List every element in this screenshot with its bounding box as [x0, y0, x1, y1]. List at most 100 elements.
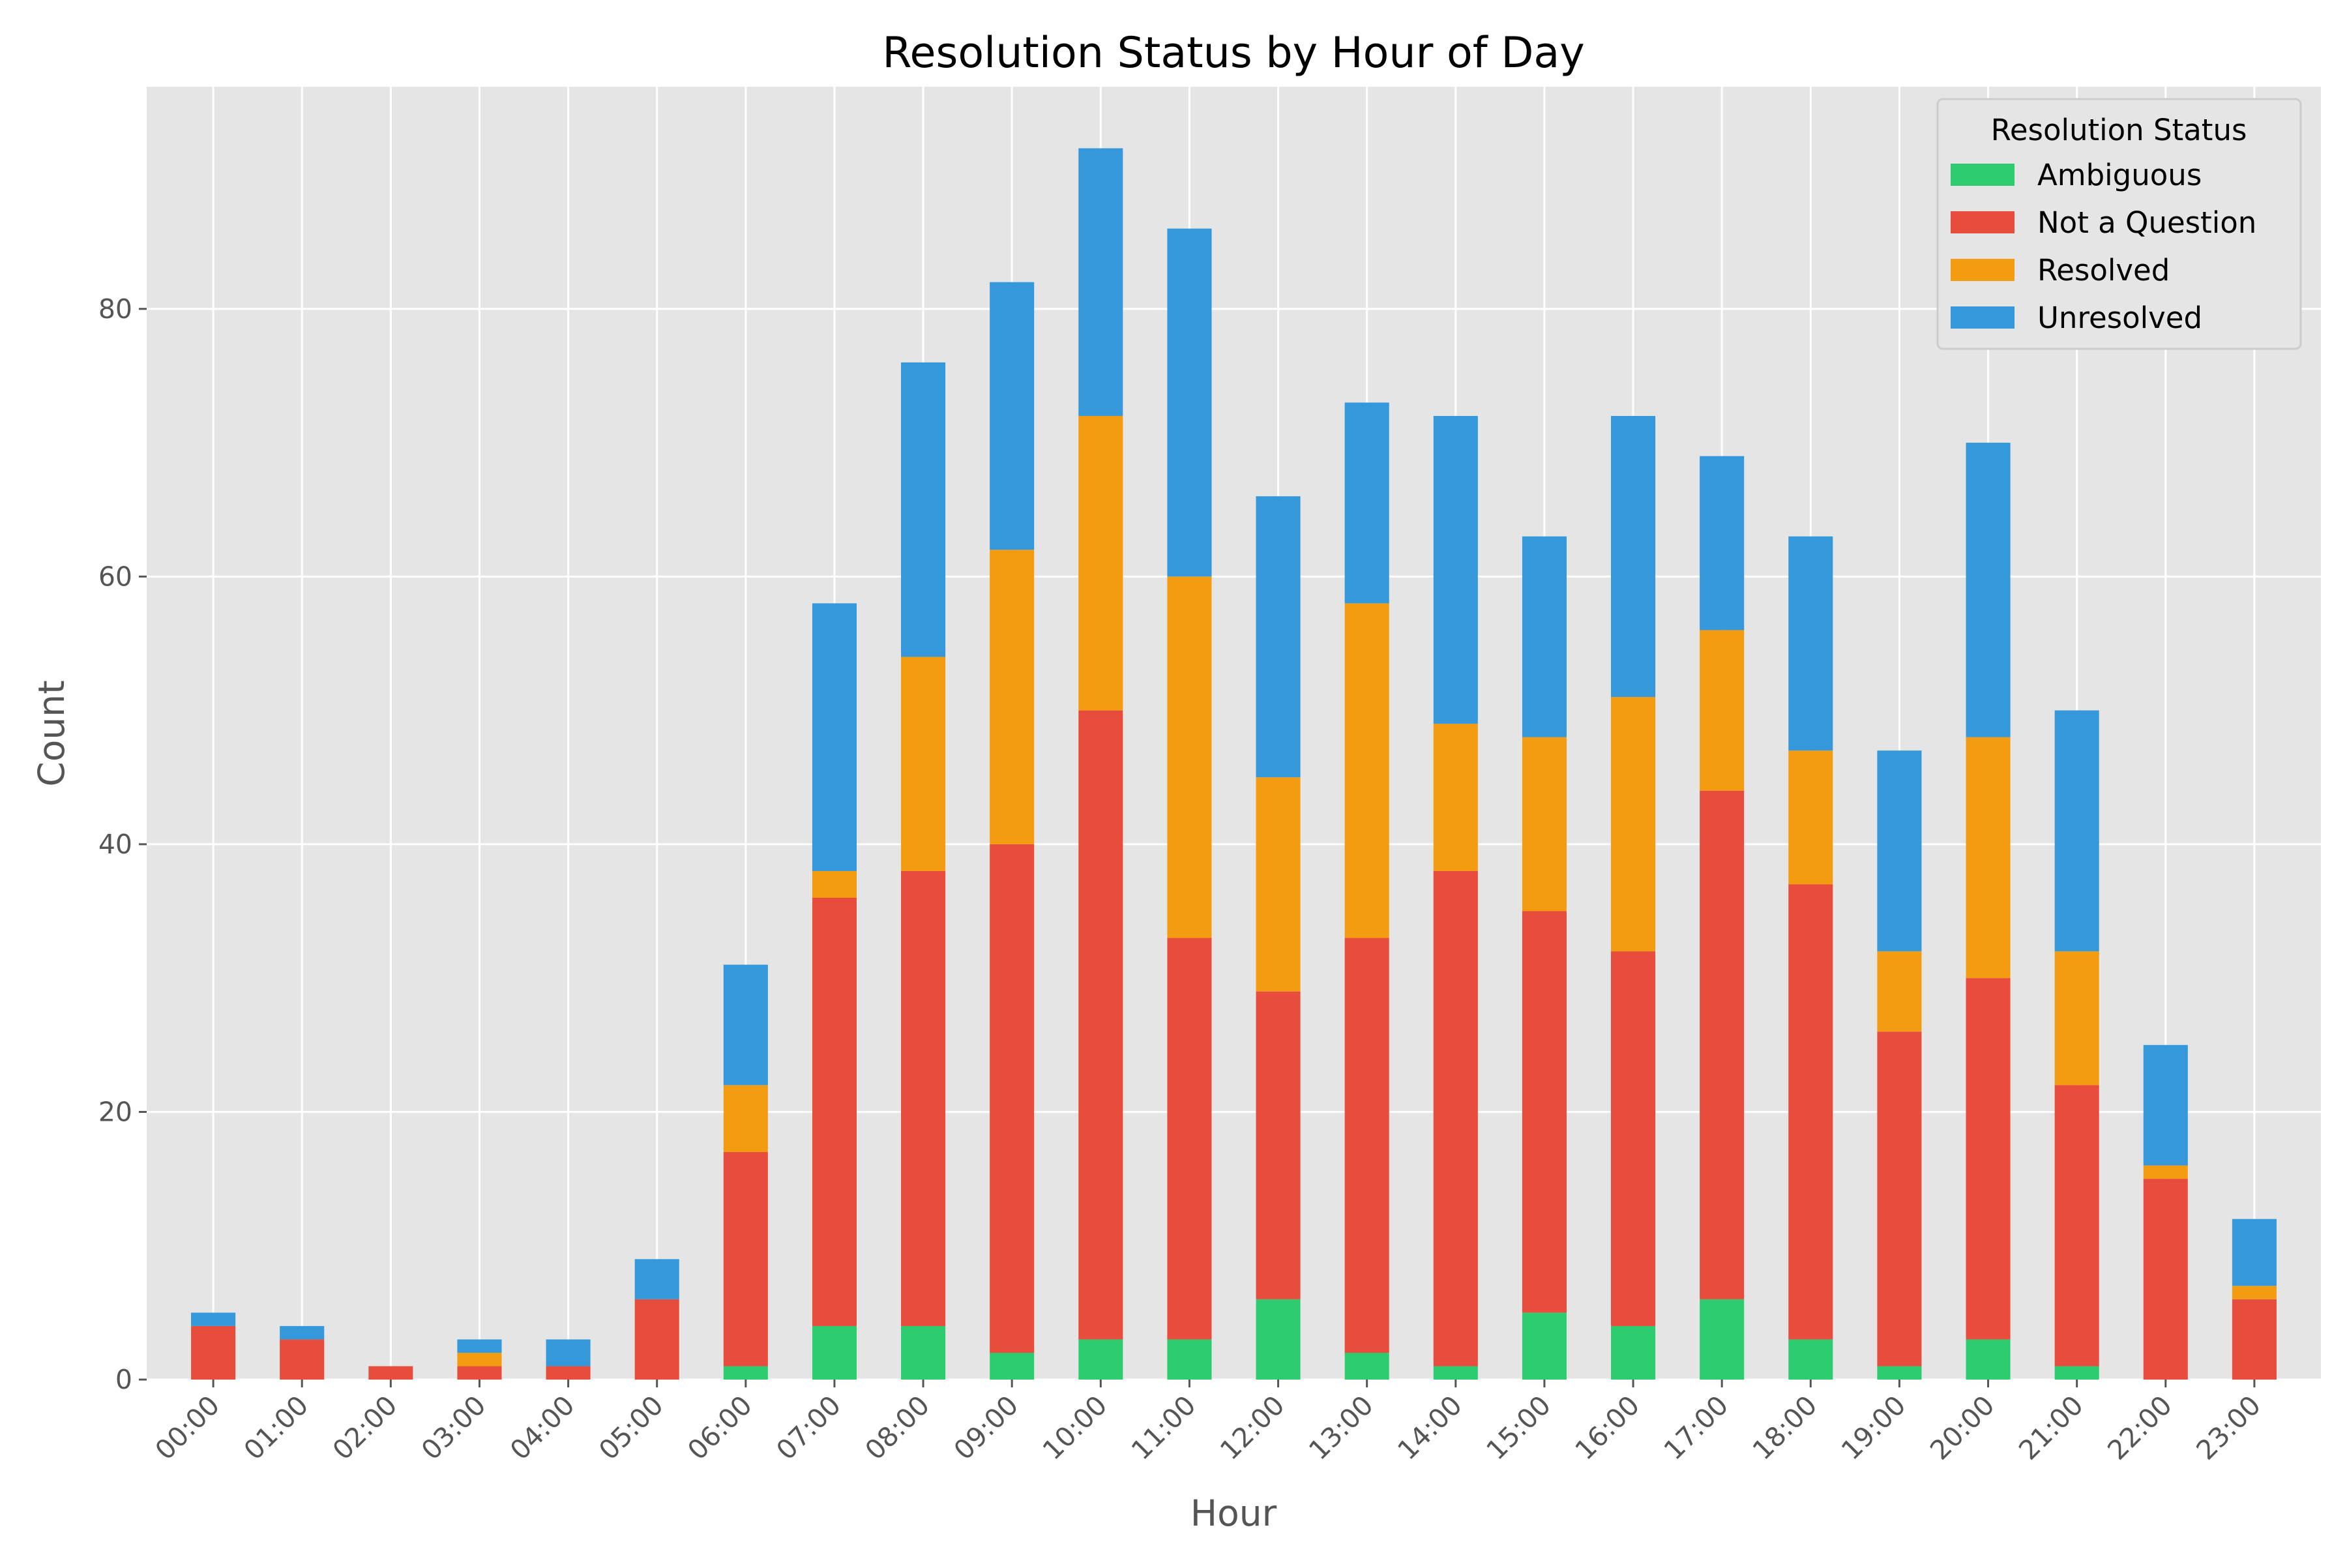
bar-segment: [812, 603, 857, 871]
bar-segment: [901, 362, 946, 657]
x-tick-label: 17:00: [1658, 1389, 1734, 1466]
bar-segment: [1877, 951, 1922, 1032]
y-tick-label: 80: [98, 293, 132, 325]
bar-segment: [1700, 1299, 1745, 1380]
bar-segment: [457, 1339, 502, 1353]
bar-segment: [1877, 1031, 1922, 1367]
x-tick-label: 21:00: [2013, 1389, 2089, 1466]
bar-segment: [1256, 1299, 1301, 1380]
legend-items: Ambiguous Not a Question Resolved Unresolve…: [1951, 158, 2256, 335]
bar-segment: [2054, 951, 2099, 1086]
bar-segment: [457, 1352, 502, 1367]
bar-segment: [2054, 710, 2099, 952]
bar-segment: [191, 1325, 236, 1380]
bar-segment: [1522, 1312, 1567, 1380]
bar-segment: [812, 897, 857, 1326]
bar-segment: [191, 1312, 236, 1326]
legend: Resolution Status Ambiguous Not a Questio…: [1936, 98, 2302, 350]
bar-segment: [901, 870, 946, 1326]
x-tick-label: 06:00: [681, 1389, 758, 1466]
legend-title: Resolution Status: [1991, 113, 2247, 147]
bar-segment: [1256, 991, 1301, 1299]
bar-segment: [723, 964, 768, 1086]
bar-segment: [1966, 737, 2011, 979]
x-tick-label: 01:00: [238, 1389, 314, 1466]
legend-swatch: [1951, 164, 2015, 186]
bar-segment: [1078, 148, 1123, 416]
bar-segment: [1700, 790, 1745, 1299]
bar-segment: [990, 1352, 1035, 1380]
bar-segment: [1611, 1325, 1656, 1380]
bar-segment: [723, 1085, 768, 1153]
bar-segment: [1433, 1366, 1478, 1380]
bar-segment: [812, 1325, 857, 1380]
x-axis-label: Hour: [1190, 1492, 1277, 1534]
bar-segment: [1344, 1352, 1389, 1380]
bar-segment: [1078, 415, 1123, 711]
x-tick-label: 04:00: [504, 1389, 580, 1466]
bar-segment: [1167, 576, 1212, 938]
bar-segment: [2143, 1165, 2188, 1179]
bar-segment: [1966, 1339, 2011, 1380]
bar-segment: [1788, 1339, 1833, 1380]
x-tick-label: 05:00: [593, 1389, 669, 1466]
legend-swatch: [1951, 259, 2015, 281]
x-tick-label: 22:00: [2101, 1389, 2177, 1466]
bar-segment: [1167, 938, 1212, 1340]
bar-segment: [1167, 1339, 1212, 1380]
bar-segment: [1611, 951, 1656, 1326]
x-tick-label: 15:00: [1481, 1389, 1557, 1466]
bar-segment: [1078, 1339, 1123, 1380]
bar-segment: [1788, 536, 1833, 751]
bar-segment: [1611, 697, 1656, 952]
y-axis-label: Count: [31, 680, 72, 786]
bar-segment: [1256, 777, 1301, 992]
bar-segment: [1877, 1366, 1922, 1380]
y-tick-label: 40: [98, 829, 132, 860]
x-tick-label: 03:00: [415, 1389, 492, 1466]
bar-segment: [634, 1259, 679, 1299]
bar-segment: [1788, 884, 1833, 1340]
x-tick-label: 07:00: [771, 1389, 847, 1466]
x-tick-label: 14:00: [1391, 1389, 1468, 1466]
y-tick-label: 0: [115, 1364, 132, 1395]
bar-segment: [1700, 630, 1745, 791]
x-tick-label: 11:00: [1125, 1389, 1202, 1466]
bar-segment: [990, 550, 1035, 844]
bar-segment: [1522, 536, 1567, 737]
bar-segment: [2143, 1179, 2188, 1380]
bar-segment: [2232, 1219, 2277, 1286]
legend-entry-label: Unresolved: [2037, 301, 2202, 335]
bar-segment: [723, 1152, 768, 1367]
x-tick-label: 12:00: [1214, 1389, 1290, 1466]
bar-segment: [1167, 228, 1212, 577]
bar-segment: [1344, 603, 1389, 938]
x-tick-label: 09:00: [948, 1389, 1024, 1466]
bar-segment: [1611, 415, 1656, 698]
legend-entry-label: Resolved: [2037, 253, 2170, 288]
bar-segment: [2054, 1085, 2099, 1367]
legend-swatch: [1951, 211, 2015, 233]
bar-segment: [2143, 1044, 2188, 1166]
legend-swatch: [1951, 306, 2015, 329]
bars: [191, 148, 2277, 1380]
bar-segment: [1966, 443, 2011, 737]
legend-entry-label: Not a Question: [2037, 205, 2256, 240]
x-tick-label: 13:00: [1303, 1389, 1379, 1466]
bar-segment: [457, 1366, 502, 1380]
bar-segment: [1344, 402, 1389, 604]
bar-segment: [901, 657, 946, 871]
bar-segment: [1433, 724, 1478, 871]
x-tick-label: 08:00: [859, 1389, 936, 1466]
bar-segment: [1433, 415, 1478, 724]
bar-segment: [1344, 938, 1389, 1353]
bar-segment: [546, 1366, 591, 1380]
bar-segment: [1078, 710, 1123, 1340]
bar-segment: [368, 1366, 413, 1380]
legend-entry-label: Ambiguous: [2037, 158, 2202, 192]
bar-segment: [812, 870, 857, 898]
chart-title: Resolution Status by Hour of Day: [882, 29, 1584, 78]
bar-segment: [1433, 870, 1478, 1367]
y-tick-label: 60: [98, 561, 132, 592]
